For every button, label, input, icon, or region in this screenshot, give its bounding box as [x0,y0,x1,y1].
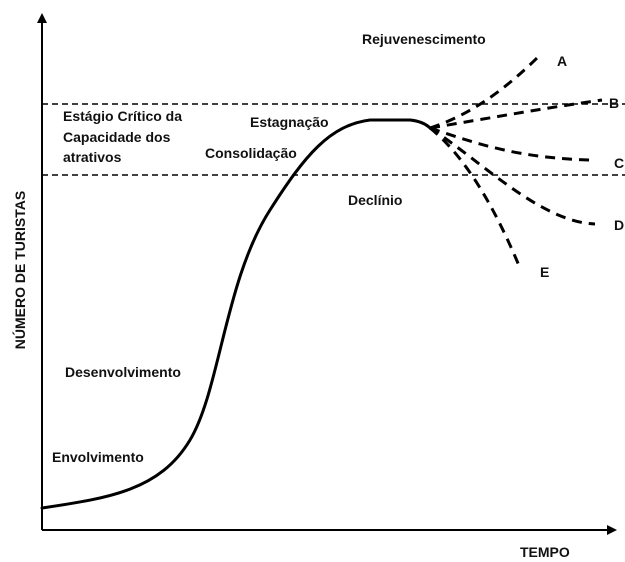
branch-label: D [614,217,624,233]
stage-label: Desenvolvimento [65,364,181,380]
y-axis-label: NÚMERO DE TURISTAS [11,191,28,349]
branch-b [429,98,603,130]
stage-label: Rejuvenescimento [362,31,486,47]
critical-zone-label: Estágio Crítico da [63,108,182,124]
life-cycle-curve [40,118,432,510]
critical-zone-label: Capacidade dos [63,129,171,145]
branch-label: C [614,155,624,171]
x-axis-label: TEMPO [520,544,570,560]
branch-a [429,53,542,130]
critical-zone-label: atrativos [63,149,122,165]
branch-e [429,126,522,269]
branch-d [429,126,596,226]
branch-c [429,126,591,162]
branch-label: A [557,53,567,69]
stage-label: Envolvimento [52,449,144,465]
branch-label: B [609,95,619,111]
branch-label: E [540,264,549,280]
stage-label: Declínio [348,192,402,208]
stage-label: Estagnação [250,114,329,130]
stage-label: Consolidação [205,145,297,161]
